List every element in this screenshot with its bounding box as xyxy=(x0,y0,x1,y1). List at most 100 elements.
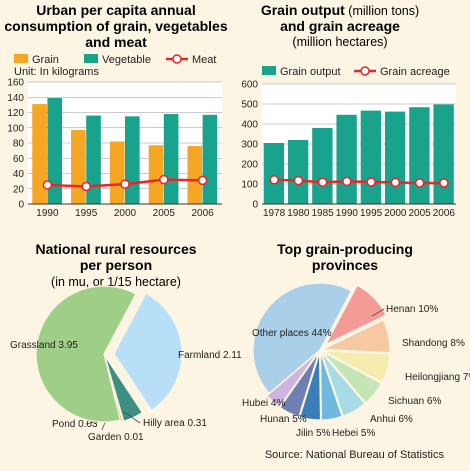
chart2-subtitle: (million hectares) xyxy=(292,35,387,49)
chart4-label-anhui: Anhui 6% xyxy=(370,414,413,425)
chart1-bar-vegetable xyxy=(163,114,179,204)
chart2-bar-grain-output xyxy=(312,128,333,204)
chart1-bar-grain xyxy=(109,141,125,204)
chart1-ytick-label: 100 xyxy=(7,123,24,134)
chart4-title-line1: Top grain-producing xyxy=(277,241,413,257)
chart2-bar-grain-output xyxy=(409,107,430,204)
chart1-bar-grain xyxy=(148,145,164,204)
chart2-point-grain-acreage xyxy=(366,177,376,187)
chart2-xtick-label: 1978 xyxy=(263,208,286,219)
chart4-label-heilongjiang: Heilongjiang 7% xyxy=(405,372,470,383)
chart1-bar-vegetable xyxy=(86,115,101,204)
chart1-xtick-label: 2006 xyxy=(191,208,214,219)
chart4-slice-hunan xyxy=(279,352,320,418)
chart1-legend-meat: Meat xyxy=(192,54,216,66)
chart1-legend-vegetable-swatch xyxy=(84,54,98,63)
chart1-legend-vegetable: Vegetable xyxy=(102,54,151,66)
chart2-xtick-label: 2005 xyxy=(409,208,432,219)
chart1-unit: Unit: In kilograms xyxy=(14,66,99,78)
chart2-legend-acreage-marker xyxy=(360,66,370,76)
chart2-xtick-label: 1980 xyxy=(287,208,310,219)
chart4-slice-shandong xyxy=(322,319,391,354)
chart3-pie: Farmland 2.11 Hilly area 0.31 Garden 0.01 P… xyxy=(10,285,242,443)
chart1-bar-vegetable xyxy=(202,114,218,204)
chart4-pie: Henan 10% Shandong 8% Heilongjiang 7% Sichu… xyxy=(242,282,470,439)
chart3-label-pond: Pond 0.03 xyxy=(52,419,98,430)
chart2-xtick-label: 1990 xyxy=(336,208,359,219)
chart2-point-grain-acreage xyxy=(414,178,425,188)
chart2-point-grain-acreage xyxy=(342,176,352,187)
chart4-slice-hubei xyxy=(266,351,319,408)
chart4-label-hebei: Hebei 5% xyxy=(332,428,375,439)
chart2-bar-grain-output xyxy=(433,104,454,204)
chart4-slice-hebei xyxy=(319,352,343,421)
chart1-ytick-label: 20 xyxy=(13,184,25,195)
chart1-bar-vegetable xyxy=(125,116,140,204)
chart1-title-line3: and meat xyxy=(85,34,147,50)
chart2-title-line2: and grain acreage xyxy=(280,18,400,34)
chart2-point-grain-acreage xyxy=(293,175,304,186)
chart4-label-hunan: Hunan 5% xyxy=(260,414,307,425)
chart3-slice-farmland xyxy=(113,292,183,412)
chart1-bar-grain xyxy=(187,146,203,204)
chart2-legend-output: Grain output xyxy=(280,66,341,78)
chart2-point-grain-acreage xyxy=(439,178,449,188)
chart1-point-meat xyxy=(159,174,169,185)
chart3-subtitle: (in mu, or 1/15 hectare) xyxy=(51,275,181,289)
chart4-slice-heilongjiang xyxy=(322,350,391,384)
chart1-legend-grain: Grain xyxy=(32,54,59,66)
chart3-label-hilly-area: Hilly area 0.31 xyxy=(143,418,207,429)
chart1-title-line1: Urban per capita annual xyxy=(36,2,195,18)
chart1-xtick-label: 1990 xyxy=(36,208,59,219)
chart1-point-meat xyxy=(120,179,130,189)
chart2-xtick-label: 2000 xyxy=(384,208,407,219)
chart2-bar-grain-output xyxy=(384,111,406,204)
chart1-xtick-label: 2000 xyxy=(114,208,137,219)
chart4-slice-sichuan xyxy=(321,351,383,404)
chart1-ytick-label: 140 xyxy=(7,93,24,104)
chart2-legend-acreage: Grain acreage xyxy=(380,66,450,78)
chart3-label-grassland: Grassland 3.95 xyxy=(10,340,78,351)
chart1-ytick-label: 60 xyxy=(13,154,25,165)
chart1-point-meat xyxy=(197,175,208,186)
chart1-bar-vegetable xyxy=(47,98,63,204)
chart2-point-grain-acreage xyxy=(317,177,328,187)
source-note: Source: National Bureau of Statistics xyxy=(265,449,445,461)
chart3-leader-hilly-area xyxy=(123,411,141,424)
chart1-ytick-label: 0 xyxy=(18,200,24,211)
chart1-point-meat xyxy=(42,180,53,190)
chart2-ytick-label: 400 xyxy=(241,120,258,131)
chart1-xtick-label: 2005 xyxy=(153,208,176,219)
chart4-label-hubei: Hubei 4% xyxy=(242,398,285,409)
chart4-label-shandong: Shandong 8% xyxy=(402,338,465,349)
chart3-label-garden: Garden 0.01 xyxy=(88,432,144,443)
chart4-slice-henan xyxy=(324,284,387,346)
chart3-label-farmland: Farmland 2.11 xyxy=(178,350,242,361)
chart4-slice-jilin xyxy=(299,352,322,421)
chart1-xtick-label: 1995 xyxy=(75,208,98,219)
chart1-point-meat xyxy=(81,181,91,192)
chart2-xtick-label: 2006 xyxy=(433,208,456,219)
chart1-plot: 0 20 40 60 80 100 120 140 160 1990 1995 2000 2005 200… xyxy=(7,78,222,219)
chart2-point-grain-acreage xyxy=(390,177,401,188)
chart2-ytick-label: 300 xyxy=(241,140,258,151)
chart1-bar-grain xyxy=(32,104,47,204)
chart3-title-line2: per person xyxy=(80,257,152,273)
chart3-slice-grassland xyxy=(35,285,137,423)
chart1-ytick-label: 160 xyxy=(7,78,24,89)
chart2-bar-grain-output xyxy=(360,110,382,204)
chart2-legend-output-swatch xyxy=(262,66,276,75)
chart4-label-other-places: Other places 44% xyxy=(252,328,332,339)
chart2-xtick-label: 1995 xyxy=(360,208,383,219)
chart1-ytick-label: 40 xyxy=(13,169,25,180)
chart3-title-line1: National rural resources xyxy=(35,241,196,257)
chart1-title-line2: consumption of grain, vegetables xyxy=(4,18,227,34)
chart4-label-sichuan: Sichuan 6% xyxy=(388,396,441,407)
chart2-ytick-label: 600 xyxy=(241,80,258,91)
chart4-label-henan: Henan 10% xyxy=(386,304,438,315)
chart1-legend-meat-marker xyxy=(172,54,182,64)
chart2-ytick-label: 200 xyxy=(241,160,258,171)
chart4-title-line2: provinces xyxy=(312,257,378,273)
